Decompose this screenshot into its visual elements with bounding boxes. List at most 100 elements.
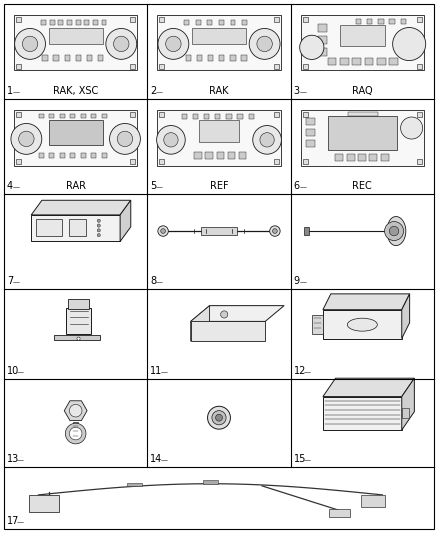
- Bar: [35, 219, 62, 236]
- Circle shape: [166, 36, 181, 52]
- Bar: [323, 397, 402, 430]
- Bar: [91, 154, 96, 158]
- Bar: [242, 20, 247, 25]
- Bar: [194, 152, 202, 159]
- Text: 13: 13: [7, 454, 19, 464]
- Bar: [306, 129, 315, 136]
- Bar: [237, 114, 243, 119]
- Bar: [241, 55, 247, 61]
- Bar: [16, 18, 21, 22]
- Bar: [303, 112, 307, 117]
- Bar: [186, 55, 191, 61]
- Circle shape: [22, 36, 38, 52]
- Bar: [81, 154, 86, 158]
- Bar: [417, 18, 422, 22]
- Bar: [301, 15, 424, 70]
- Bar: [87, 55, 92, 61]
- Circle shape: [215, 414, 223, 421]
- Bar: [102, 20, 106, 25]
- Bar: [60, 154, 65, 158]
- Text: —: —: [299, 89, 306, 95]
- Bar: [102, 154, 107, 158]
- Bar: [66, 308, 92, 334]
- Circle shape: [389, 227, 399, 236]
- Polygon shape: [191, 305, 284, 321]
- Circle shape: [300, 35, 324, 60]
- Text: 14: 14: [150, 454, 162, 464]
- Bar: [39, 154, 44, 158]
- Bar: [14, 15, 137, 70]
- Bar: [303, 18, 307, 22]
- Bar: [157, 15, 281, 70]
- Text: 2: 2: [150, 86, 156, 96]
- Circle shape: [208, 406, 230, 429]
- Bar: [16, 158, 21, 164]
- Circle shape: [117, 131, 133, 147]
- Bar: [318, 24, 327, 32]
- Bar: [58, 20, 64, 25]
- Bar: [230, 20, 236, 25]
- Circle shape: [106, 28, 137, 59]
- Bar: [131, 112, 135, 117]
- Bar: [353, 59, 361, 65]
- Polygon shape: [323, 294, 410, 310]
- Bar: [219, 20, 224, 25]
- Circle shape: [157, 126, 185, 154]
- Text: —: —: [304, 369, 311, 375]
- Bar: [361, 495, 385, 507]
- Bar: [76, 20, 81, 25]
- Bar: [318, 49, 327, 56]
- Bar: [157, 110, 281, 166]
- Bar: [205, 152, 213, 159]
- Polygon shape: [64, 401, 87, 421]
- Circle shape: [14, 28, 46, 59]
- Bar: [91, 114, 96, 118]
- Bar: [208, 20, 212, 25]
- Bar: [340, 59, 349, 65]
- Bar: [64, 55, 70, 61]
- Text: 3: 3: [293, 86, 300, 96]
- Text: 11: 11: [150, 366, 162, 376]
- Text: —: —: [17, 457, 24, 463]
- Text: —: —: [13, 89, 20, 95]
- Circle shape: [221, 311, 228, 318]
- Polygon shape: [402, 378, 414, 430]
- Bar: [303, 63, 307, 69]
- Bar: [159, 18, 164, 22]
- Text: 8: 8: [150, 276, 156, 286]
- Bar: [226, 114, 232, 119]
- Bar: [230, 55, 236, 61]
- Text: —: —: [160, 457, 167, 463]
- Bar: [312, 315, 323, 334]
- Text: REF: REF: [210, 181, 228, 191]
- Bar: [98, 55, 103, 61]
- Bar: [367, 19, 372, 23]
- Bar: [67, 20, 72, 25]
- Circle shape: [272, 229, 277, 233]
- Bar: [274, 63, 279, 69]
- Polygon shape: [31, 200, 131, 215]
- Bar: [49, 114, 54, 118]
- Circle shape: [97, 219, 100, 222]
- Text: 4: 4: [7, 181, 13, 191]
- Circle shape: [249, 28, 280, 59]
- Circle shape: [11, 124, 42, 155]
- Text: —: —: [13, 184, 20, 190]
- Bar: [306, 140, 315, 147]
- Bar: [50, 20, 55, 25]
- Bar: [365, 59, 374, 65]
- Polygon shape: [191, 305, 210, 341]
- Bar: [369, 155, 377, 160]
- Bar: [102, 114, 107, 118]
- Text: —: —: [304, 457, 311, 463]
- Text: 9: 9: [293, 276, 300, 286]
- Bar: [400, 19, 406, 23]
- Text: RAQ: RAQ: [352, 86, 373, 96]
- Bar: [73, 422, 78, 441]
- Bar: [340, 26, 385, 46]
- Bar: [29, 495, 60, 512]
- Bar: [184, 20, 189, 25]
- Text: 10: 10: [7, 366, 19, 376]
- Bar: [197, 55, 202, 61]
- Bar: [381, 155, 389, 160]
